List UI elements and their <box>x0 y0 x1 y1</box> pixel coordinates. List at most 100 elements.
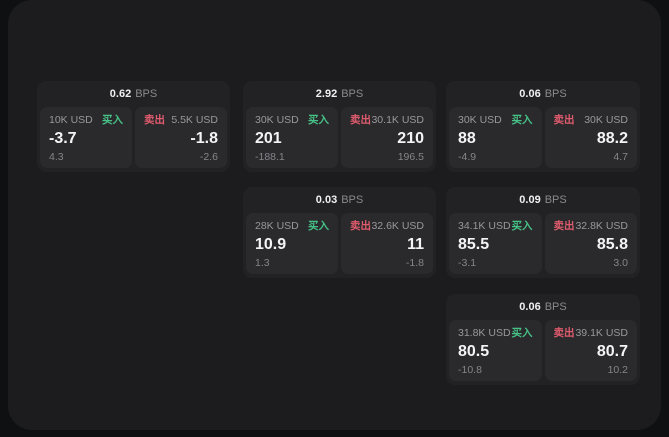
buy-delta: -188.1 <box>255 151 285 163</box>
main-panel: 0.62 BPS 10K USD 买入 -3.7 4.3 卖出 5.5K USD <box>8 0 661 430</box>
sell-price: 11 <box>407 236 424 253</box>
sell-tile-header: 卖出 30K USD <box>554 114 629 127</box>
sell-price: 85.8 <box>596 236 628 253</box>
buy-tile-header: 30K USD 买入 <box>458 114 533 127</box>
buy-delta: -3.1 <box>458 257 477 269</box>
spread-value: 0.03 <box>315 194 338 206</box>
quote-body: 31.8K USD 买入 80.5 -10.8 卖出 39.1K USD 80.… <box>446 320 640 381</box>
sell-side-label: 卖出 <box>350 114 371 126</box>
spread-value: 2.92 <box>315 88 338 100</box>
buy-tile-header: 31.8K USD 买入 <box>458 327 533 340</box>
sell-tile-header: 卖出 5.5K USD <box>144 114 218 127</box>
bps-unit-label: BPS <box>544 301 567 313</box>
sell-size: 5.5K USD <box>171 114 218 126</box>
buy-side-label: 买入 <box>102 114 123 126</box>
sell-side-label: 卖出 <box>553 114 575 126</box>
buy-quote-tile[interactable]: 31.8K USD 买入 80.5 -10.8 <box>449 320 542 381</box>
buy-size: 30K USD <box>458 114 502 126</box>
sell-delta: -1.8 <box>405 257 424 269</box>
spread-value: 0.62 <box>109 88 132 100</box>
quote-body: 34.1K USD 买入 85.5 -3.1 卖出 32.8K USD 85.8… <box>446 213 640 274</box>
buy-price: 85.5 <box>458 236 490 253</box>
bps-unit-label: BPS <box>544 194 567 206</box>
sell-size: 30.1K USD <box>371 114 424 126</box>
buy-side-label: 买入 <box>511 327 533 339</box>
quote-card: 0.62 BPS 10K USD 买入 -3.7 4.3 卖出 5.5K USD <box>37 81 230 172</box>
sell-quote-tile[interactable]: 卖出 30K USD 88.2 4.7 <box>544 107 637 168</box>
spread-header: 2.92 BPS <box>243 81 436 107</box>
buy-quote-tile[interactable]: 30K USD 买入 201 -188.1 <box>246 107 338 168</box>
bps-unit-label: BPS <box>341 88 364 100</box>
sell-side-label: 卖出 <box>350 220 371 232</box>
buy-quote-tile[interactable]: 34.1K USD 买入 85.5 -3.1 <box>449 213 542 274</box>
buy-side-label: 买入 <box>511 220 533 232</box>
sell-price: 80.7 <box>596 343 628 360</box>
sell-side-label: 卖出 <box>553 220 575 232</box>
quote-body: 30K USD 买入 201 -188.1 卖出 30.1K USD 210 1… <box>243 107 436 168</box>
sell-price: 210 <box>397 130 424 147</box>
quote-card: 0.03 BPS 28K USD 买入 10.9 1.3 卖出 32.6K US… <box>243 187 436 278</box>
quote-body: 30K USD 买入 88 -4.9 卖出 30K USD 88.2 4.7 <box>446 107 640 168</box>
sell-quote-tile[interactable]: 卖出 32.8K USD 85.8 3.0 <box>544 213 637 274</box>
spread-header: 0.09 BPS <box>446 187 640 213</box>
sell-delta: 10.2 <box>607 364 628 376</box>
sell-delta: 4.7 <box>613 151 628 163</box>
buy-price: -3.7 <box>49 130 77 147</box>
sell-tile-header: 卖出 32.8K USD <box>554 220 629 233</box>
quote-body: 28K USD 买入 10.9 1.3 卖出 32.6K USD 11 -1.8 <box>243 213 436 274</box>
buy-delta: -10.8 <box>458 364 482 376</box>
sell-quote-tile[interactable]: 卖出 30.1K USD 210 196.5 <box>341 107 433 168</box>
buy-tile-header: 28K USD 买入 <box>255 220 329 233</box>
spread-header: 0.06 BPS <box>446 294 640 320</box>
bps-unit-label: BPS <box>544 88 567 100</box>
buy-size: 31.8K USD <box>458 327 511 339</box>
spread-header: 0.62 BPS <box>37 81 230 107</box>
sell-delta: -2.6 <box>199 151 218 163</box>
buy-tile-header: 30K USD 买入 <box>255 114 329 127</box>
buy-side-label: 买入 <box>308 114 329 126</box>
sell-price: -1.8 <box>190 130 218 147</box>
buy-quote-tile[interactable]: 28K USD 买入 10.9 1.3 <box>246 213 338 274</box>
buy-price: 10.9 <box>255 236 287 253</box>
quote-card: 0.06 BPS 31.8K USD 买入 80.5 -10.8 卖出 39.1… <box>446 294 640 385</box>
buy-quote-tile[interactable]: 10K USD 买入 -3.7 4.3 <box>40 107 132 168</box>
sell-tile-header: 卖出 32.6K USD <box>350 220 424 233</box>
buy-side-label: 买入 <box>511 114 533 126</box>
buy-size: 28K USD <box>255 220 299 232</box>
buy-price: 201 <box>255 130 282 147</box>
buy-size: 10K USD <box>49 114 93 126</box>
buy-price: 88 <box>458 130 476 147</box>
sell-delta: 3.0 <box>613 257 628 269</box>
buy-quote-tile[interactable]: 30K USD 买入 88 -4.9 <box>449 107 542 168</box>
sell-tile-header: 卖出 30.1K USD <box>350 114 424 127</box>
spread-value: 0.09 <box>519 194 541 206</box>
buy-price: 80.5 <box>458 343 490 360</box>
quote-card: 0.06 BPS 30K USD 买入 88 -4.9 卖出 30K USD <box>446 81 640 172</box>
sell-size: 30K USD <box>584 114 628 126</box>
buy-delta: 1.3 <box>255 257 270 269</box>
quote-card: 2.92 BPS 30K USD 买入 201 -188.1 卖出 30.1K … <box>243 81 436 172</box>
buy-size: 34.1K USD <box>458 220 511 232</box>
sell-size: 32.6K USD <box>371 220 424 232</box>
sell-delta: 196.5 <box>397 151 424 163</box>
quote-body: 10K USD 买入 -3.7 4.3 卖出 5.5K USD -1.8 -2.… <box>37 107 230 168</box>
sell-quote-tile[interactable]: 卖出 5.5K USD -1.8 -2.6 <box>135 107 227 168</box>
buy-tile-header: 10K USD 买入 <box>49 114 123 127</box>
buy-delta: 4.3 <box>49 151 64 163</box>
sell-quote-tile[interactable]: 卖出 39.1K USD 80.7 10.2 <box>544 320 637 381</box>
buy-tile-header: 34.1K USD 买入 <box>458 220 533 233</box>
spread-value: 0.06 <box>519 88 541 100</box>
sell-quote-tile[interactable]: 卖出 32.6K USD 11 -1.8 <box>341 213 433 274</box>
spread-value: 0.06 <box>519 301 541 313</box>
spread-header: 0.06 BPS <box>446 81 640 107</box>
buy-side-label: 买入 <box>308 220 329 232</box>
bps-unit-label: BPS <box>341 194 364 206</box>
bps-unit-label: BPS <box>135 88 158 100</box>
spread-header: 0.03 BPS <box>243 187 436 213</box>
sell-size: 39.1K USD <box>575 327 628 339</box>
quote-card: 0.09 BPS 34.1K USD 买入 85.5 -3.1 卖出 32.8K… <box>446 187 640 278</box>
sell-size: 32.8K USD <box>575 220 628 232</box>
buy-size: 30K USD <box>255 114 299 126</box>
sell-price: 88.2 <box>596 130 628 147</box>
